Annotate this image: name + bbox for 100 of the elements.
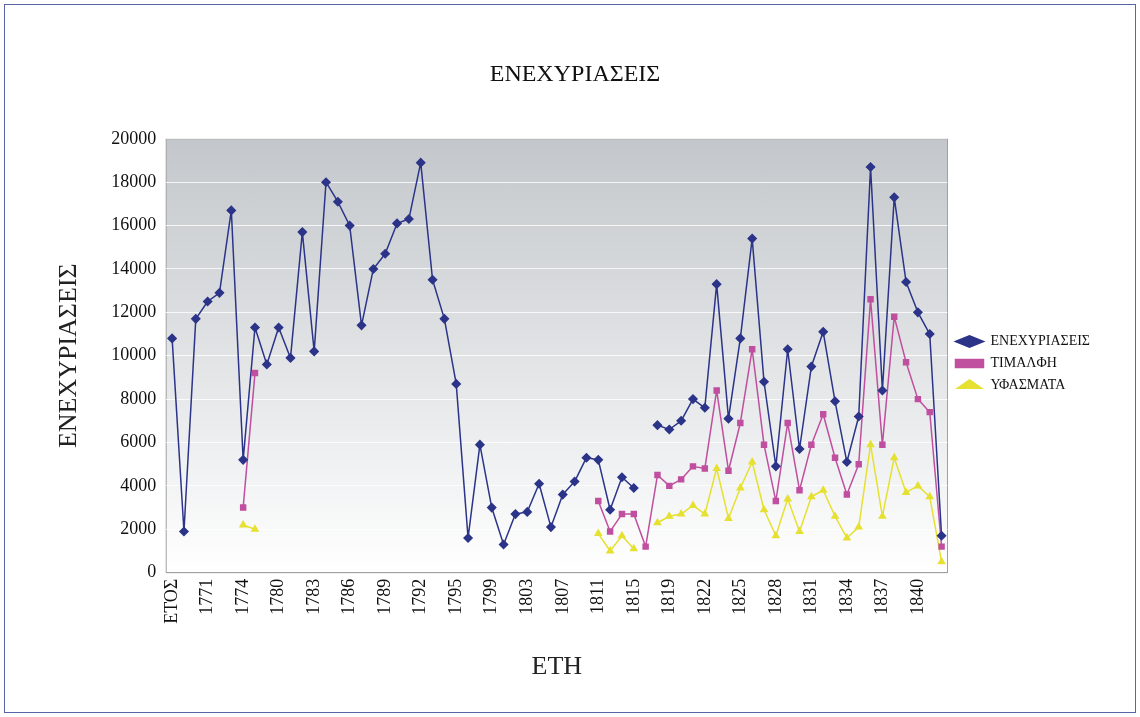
point	[748, 457, 756, 465]
point	[712, 464, 721, 472]
x-tick-label: 1783	[302, 578, 323, 615]
y-tick-label: 0	[147, 561, 157, 582]
point	[891, 313, 898, 320]
x-tick-label: 1807	[551, 578, 572, 615]
point	[819, 411, 827, 418]
x-tick-label: 1822	[693, 578, 714, 615]
point	[701, 465, 709, 472]
point	[902, 359, 910, 366]
point	[878, 512, 887, 519]
legend-label: ΥΦΑΣΜΑΤΑ	[990, 377, 1067, 393]
x-tick-label: 1819	[658, 578, 679, 615]
point	[843, 491, 851, 498]
point	[831, 454, 839, 461]
point	[867, 296, 874, 303]
point	[666, 482, 673, 490]
y-tick-label: 10000	[111, 344, 157, 365]
point	[760, 505, 768, 513]
point	[807, 492, 816, 500]
x-tick-label: 1825	[729, 578, 750, 615]
point	[251, 369, 259, 377]
point	[760, 441, 768, 448]
x-tick-label: 1780	[267, 578, 288, 615]
point	[819, 485, 827, 493]
point	[925, 492, 934, 500]
point	[914, 395, 922, 403]
x-tick-label: 1771	[196, 578, 217, 615]
point	[796, 487, 803, 494]
point	[808, 441, 815, 448]
point	[890, 453, 899, 461]
point	[937, 557, 946, 565]
x-tick-label: 1831	[800, 578, 821, 615]
point	[854, 522, 863, 530]
x-tick-label: 1786	[338, 578, 359, 615]
y-tick-label: 14000	[111, 257, 157, 278]
legend-label: ΕΝΕΧΥΡΙΑΣΕΙΣ	[990, 333, 1091, 349]
point	[701, 509, 709, 517]
point	[866, 440, 875, 448]
point	[606, 546, 614, 554]
point	[843, 533, 851, 541]
x-tick-label: ΕΤΟΣ	[160, 578, 181, 624]
point	[665, 512, 674, 519]
point	[595, 497, 602, 505]
point	[606, 528, 614, 535]
point	[630, 510, 638, 518]
x-tick-label: 1792	[409, 578, 430, 615]
x-tick-label: 1811	[587, 578, 608, 614]
point	[724, 514, 733, 521]
point	[831, 512, 839, 519]
y-axis-title: ΕΝΕΧΥΡΙΑΣΕΙΣ	[53, 263, 83, 449]
x-tick-label: 1774	[231, 578, 252, 615]
x-tick-label: 1834	[835, 578, 856, 615]
point	[689, 501, 697, 508]
x-tick-label: 1789	[373, 578, 394, 615]
y-tick-label: 6000	[120, 431, 157, 452]
y-tick-label: 12000	[111, 301, 157, 322]
y-tick-label: 16000	[111, 214, 157, 235]
chart-title: ΕΝΕΧΥΡΙΑΣΕΙΣ	[489, 59, 661, 86]
x-tick-label: 1795	[444, 578, 465, 615]
point	[654, 471, 661, 479]
y-tick-label: 2000	[120, 518, 157, 539]
point	[902, 488, 910, 495]
legend-label: ΤΙΜΑΛΦΗ	[990, 355, 1057, 371]
point	[784, 419, 791, 427]
point	[725, 467, 732, 474]
y-tick-label: 4000	[120, 474, 157, 495]
x-tick-label: 1799	[480, 578, 501, 615]
point	[855, 460, 862, 468]
point	[926, 408, 933, 416]
point	[677, 476, 685, 483]
point	[251, 525, 259, 532]
point	[737, 419, 744, 427]
x-tick-label: 1815	[622, 578, 643, 615]
point	[594, 529, 603, 537]
point	[772, 497, 780, 505]
y-tick-label: 18000	[111, 170, 157, 191]
point	[618, 510, 626, 518]
point	[642, 543, 649, 550]
point	[689, 463, 697, 470]
point	[713, 387, 720, 394]
point	[748, 346, 756, 353]
point	[653, 518, 662, 526]
x-tick-label: 1840	[906, 578, 927, 615]
x-tick-label: 1803	[515, 578, 536, 615]
y-tick-label: 20000	[111, 127, 157, 148]
point	[677, 509, 685, 517]
x-tick-label: 1828	[764, 578, 785, 615]
point	[938, 543, 945, 550]
point	[783, 494, 792, 502]
x-tick-label: 1837	[871, 578, 892, 615]
point	[772, 531, 780, 539]
point	[618, 531, 626, 539]
x-axis-title: ΕΤΗ	[531, 651, 583, 681]
y-tick-label: 8000	[120, 387, 157, 408]
point	[914, 481, 922, 489]
point	[736, 483, 745, 491]
point	[630, 544, 638, 552]
point	[879, 441, 886, 448]
point	[795, 527, 804, 534]
